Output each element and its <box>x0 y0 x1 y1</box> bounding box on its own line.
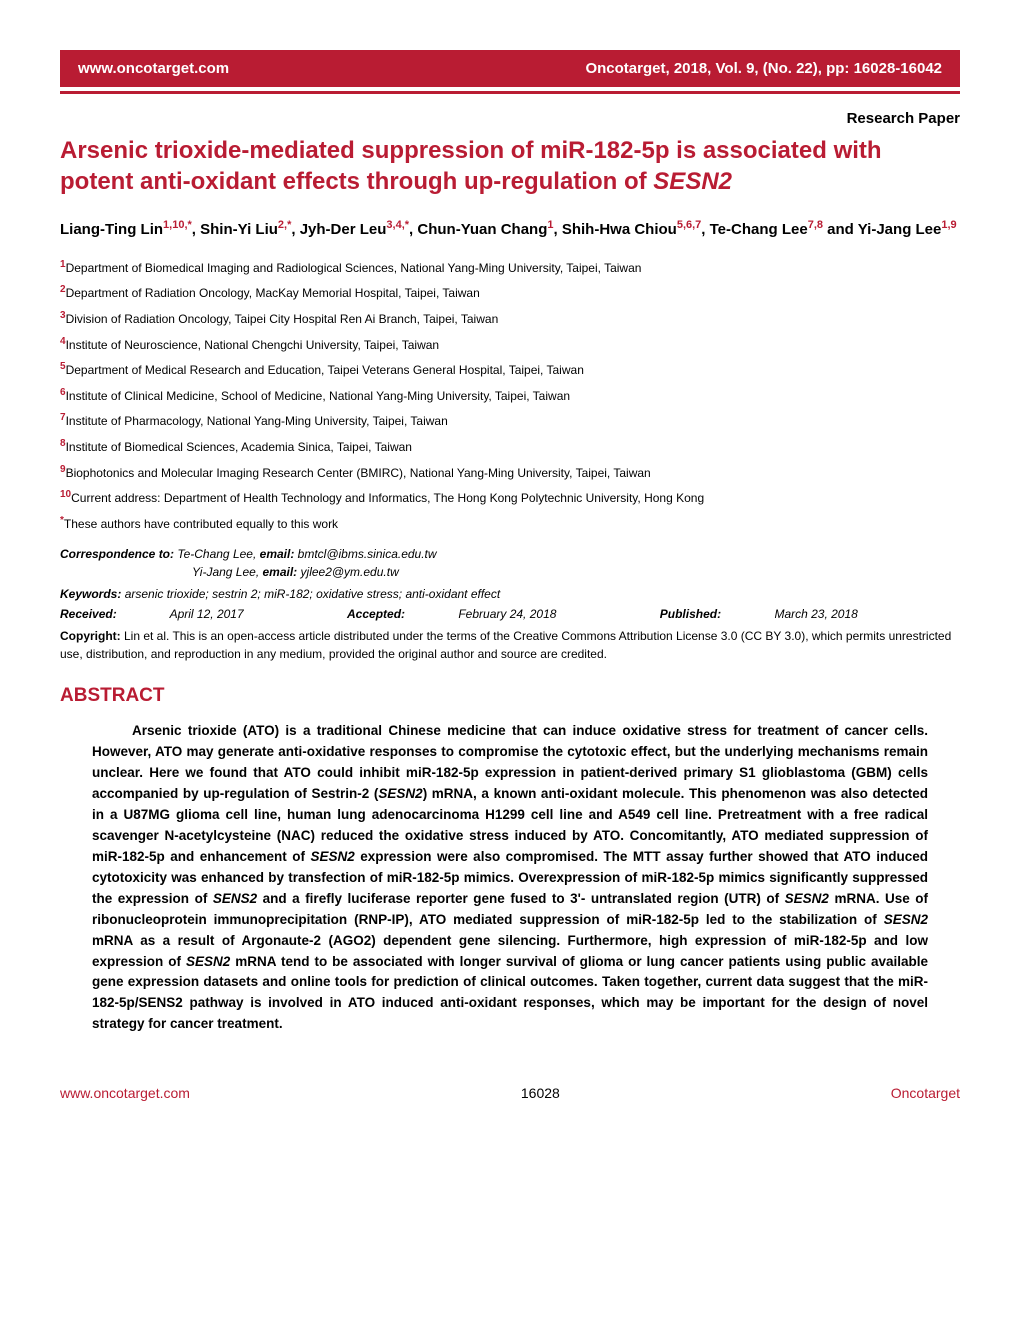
correspondence-line1: Te-Chang Lee, email: bmtcl@ibms.sinica.e… <box>174 547 437 561</box>
accepted-label: Accepted: <box>347 607 405 621</box>
correspondence-block: Correspondence to: Te-Chang Lee, email: … <box>60 545 960 581</box>
footer-page-number: 16028 <box>521 1085 560 1101</box>
copyright-text: Lin et al. This is an open-access articl… <box>60 629 951 661</box>
published-label: Published: <box>660 607 721 621</box>
article-title: Arsenic trioxide-mediated suppression of… <box>60 135 960 197</box>
keywords-text: arsenic trioxide; sestrin 2; miR-182; ox… <box>121 587 500 601</box>
journal-header-bar: www.oncotarget.com Oncotarget, 2018, Vol… <box>60 50 960 87</box>
correspondence-line2: Yi-Jang Lee, email: yjlee2@ym.edu.tw <box>192 565 399 579</box>
keywords-block: Keywords: arsenic trioxide; sestrin 2; m… <box>60 587 960 601</box>
copyright-block: Copyright: Lin et al. This is an open-ac… <box>60 627 960 663</box>
affiliation-item: 9Biophotonics and Molecular Imaging Rese… <box>60 461 960 485</box>
affiliation-item: 8Institute of Biomedical Sciences, Acade… <box>60 435 960 459</box>
affiliation-item: 1Department of Biomedical Imaging and Ra… <box>60 256 960 280</box>
affiliation-item: 7Institute of Pharmacology, National Yan… <box>60 409 960 433</box>
affiliation-item: 6Institute of Clinical Medicine, School … <box>60 384 960 408</box>
footer-journal: Oncotarget <box>891 1085 960 1101</box>
author-list: Liang-Ting Lin1,10,*, Shin-Yi Liu2,*, Jy… <box>60 217 960 242</box>
affiliations-list: 1Department of Biomedical Imaging and Ra… <box>60 256 960 536</box>
affiliation-item: 5Department of Medical Research and Educ… <box>60 358 960 382</box>
affiliation-item: *These authors have contributed equally … <box>60 512 960 536</box>
accepted-date: February 24, 2018 <box>455 607 556 621</box>
page-footer: www.oncotarget.com 16028 Oncotarget <box>60 1085 960 1101</box>
abstract-heading: ABSTRACT <box>60 685 960 707</box>
published-date: March 23, 2018 <box>771 607 858 621</box>
keywords-label: Keywords: <box>60 587 121 601</box>
page-container: www.oncotarget.com Oncotarget, 2018, Vol… <box>0 0 1020 1141</box>
affiliation-item: 3Division of Radiation Oncology, Taipei … <box>60 307 960 331</box>
correspondence-label: Correspondence to: <box>60 547 174 561</box>
affiliation-item: 4Institute of Neuroscience, National Che… <box>60 333 960 357</box>
affiliation-item: 10Current address: Department of Health … <box>60 486 960 510</box>
received-label: Received: <box>60 607 117 621</box>
received-date: April 12, 2017 <box>167 607 244 621</box>
copyright-label: Copyright: <box>60 629 121 643</box>
header-website: www.oncotarget.com <box>78 60 229 77</box>
dates-block: Received: April 12, 2017 Accepted: Febru… <box>60 607 960 621</box>
abstract-body: Arsenic trioxide (ATO) is a traditional … <box>60 721 960 1035</box>
header-underline <box>60 91 960 94</box>
paper-type-label: Research Paper <box>60 110 960 127</box>
affiliation-item: 2Department of Radiation Oncology, MacKa… <box>60 281 960 305</box>
footer-website: www.oncotarget.com <box>60 1085 190 1101</box>
header-citation: Oncotarget, 2018, Vol. 9, (No. 22), pp: … <box>585 60 942 77</box>
